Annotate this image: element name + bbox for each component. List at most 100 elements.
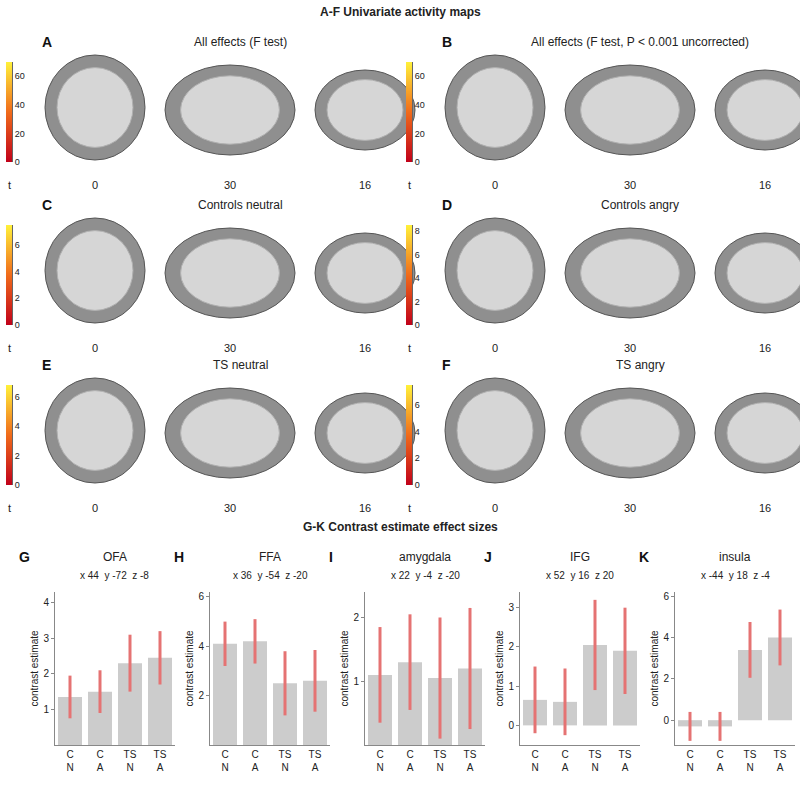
svg-text:TSA: TSA (774, 749, 787, 773)
svg-text:x 22 y -4 z -20: x 22 y -4 z -20 (391, 570, 460, 581)
svg-text:2: 2 (415, 297, 420, 307)
svg-text:CA: CA (406, 749, 413, 773)
svg-text:Controls neutral: Controls neutral (198, 198, 283, 212)
svg-text:2: 2 (15, 451, 20, 461)
svg-text:CA: CA (251, 749, 258, 773)
svg-text:A: A (42, 34, 52, 50)
svg-text:2: 2 (353, 612, 359, 623)
svg-text:6: 6 (415, 250, 420, 260)
svg-text:amygdala: amygdala (399, 550, 451, 564)
svg-text:3: 3 (43, 633, 49, 644)
svg-text:1: 1 (43, 704, 49, 715)
svg-text:insula: insula (719, 550, 751, 564)
svg-text:60: 60 (415, 71, 425, 81)
svg-text:4: 4 (415, 273, 420, 283)
svg-text:TSN: TSN (589, 749, 602, 773)
svg-text:0: 0 (415, 480, 420, 490)
svg-text:CN: CN (221, 749, 228, 773)
svg-text:2: 2 (415, 453, 420, 463)
svg-text:CN: CN (66, 749, 73, 773)
svg-text:J: J (484, 549, 492, 565)
svg-text:60: 60 (15, 71, 25, 81)
svg-text:6: 6 (15, 240, 20, 250)
svg-text:contrast estimate: contrast estimate (29, 630, 40, 707)
svg-text:0: 0 (92, 179, 98, 191)
svg-text:TSN: TSN (124, 749, 137, 773)
svg-text:0: 0 (663, 715, 669, 726)
svg-text:t: t (408, 179, 411, 191)
svg-text:16: 16 (359, 179, 371, 191)
svg-text:30: 30 (224, 502, 236, 514)
svg-text:4: 4 (663, 632, 669, 643)
svg-text:D: D (442, 197, 452, 213)
svg-text:0: 0 (492, 502, 498, 514)
svg-text:40: 40 (15, 100, 25, 110)
svg-text:H: H (174, 549, 184, 565)
svg-text:C: C (42, 197, 52, 213)
svg-text:6: 6 (15, 392, 20, 402)
svg-text:2: 2 (508, 641, 514, 652)
svg-text:4: 4 (43, 597, 49, 608)
svg-text:0: 0 (492, 342, 498, 354)
svg-text:TSA: TSA (464, 749, 477, 773)
svg-text:t: t (408, 502, 411, 514)
svg-text:TS neutral: TS neutral (213, 358, 268, 372)
svg-text:CN: CN (376, 749, 383, 773)
svg-text:0: 0 (15, 480, 20, 490)
svg-text:1: 1 (508, 681, 514, 692)
svg-text:0: 0 (492, 179, 498, 191)
svg-text:0: 0 (415, 320, 420, 330)
svg-text:1: 1 (353, 676, 359, 687)
svg-text:0: 0 (92, 342, 98, 354)
svg-text:CN: CN (531, 749, 538, 773)
svg-text:OFA: OFA (103, 550, 127, 564)
svg-text:t: t (8, 502, 11, 514)
svg-text:CA: CA (96, 749, 103, 773)
svg-text:contrast estimate: contrast estimate (184, 630, 195, 707)
svg-text:t: t (8, 342, 11, 354)
svg-text:4: 4 (198, 641, 204, 652)
svg-text:16: 16 (759, 502, 771, 514)
svg-text:G: G (19, 549, 30, 565)
svg-text:CA: CA (561, 749, 568, 773)
svg-text:F: F (442, 357, 451, 373)
svg-text:A-F Univariate activity maps: A-F Univariate activity maps (320, 5, 481, 19)
svg-text:CA: CA (716, 749, 723, 773)
svg-text:6: 6 (198, 591, 204, 602)
svg-text:8: 8 (415, 226, 420, 236)
svg-text:x -44 y 18 z -4: x -44 y 18 z -4 (701, 570, 770, 581)
svg-text:30: 30 (224, 179, 236, 191)
svg-text:30: 30 (224, 342, 236, 354)
svg-text:TSA: TSA (619, 749, 632, 773)
svg-text:4: 4 (15, 267, 20, 277)
svg-text:FFA: FFA (259, 550, 281, 564)
svg-text:0: 0 (92, 502, 98, 514)
svg-text:IFG: IFG (570, 550, 590, 564)
svg-text:TS angry: TS angry (616, 358, 665, 372)
svg-text:2: 2 (43, 668, 49, 679)
svg-text:2: 2 (198, 690, 204, 701)
svg-text:K: K (639, 549, 649, 565)
svg-text:16: 16 (359, 502, 371, 514)
svg-text:16: 16 (759, 342, 771, 354)
svg-text:0: 0 (15, 320, 20, 330)
svg-text:6: 6 (415, 400, 420, 410)
svg-text:Controls angry: Controls angry (601, 198, 679, 212)
svg-text:I: I (329, 549, 333, 565)
svg-text:30: 30 (624, 342, 636, 354)
svg-text:x 44 y -72 z -8: x 44 y -72 z -8 (80, 570, 149, 581)
svg-text:4: 4 (15, 421, 20, 431)
svg-text:TSN: TSN (434, 749, 447, 773)
svg-text:G-K Contrast estimate effect s: G-K Contrast estimate effect sizes (303, 520, 498, 534)
svg-text:t: t (408, 342, 411, 354)
svg-text:30: 30 (624, 179, 636, 191)
svg-text:3: 3 (508, 602, 514, 613)
svg-text:contrast estimate: contrast estimate (649, 630, 660, 707)
svg-text:4: 4 (415, 427, 420, 437)
svg-text:0: 0 (508, 720, 514, 731)
svg-text:TSA: TSA (309, 749, 322, 773)
svg-text:16: 16 (759, 179, 771, 191)
svg-text:20: 20 (15, 129, 25, 139)
svg-text:0: 0 (15, 157, 20, 167)
svg-text:All effects (F test, P < 0.001: All effects (F test, P < 0.001 uncorrect… (531, 35, 749, 49)
